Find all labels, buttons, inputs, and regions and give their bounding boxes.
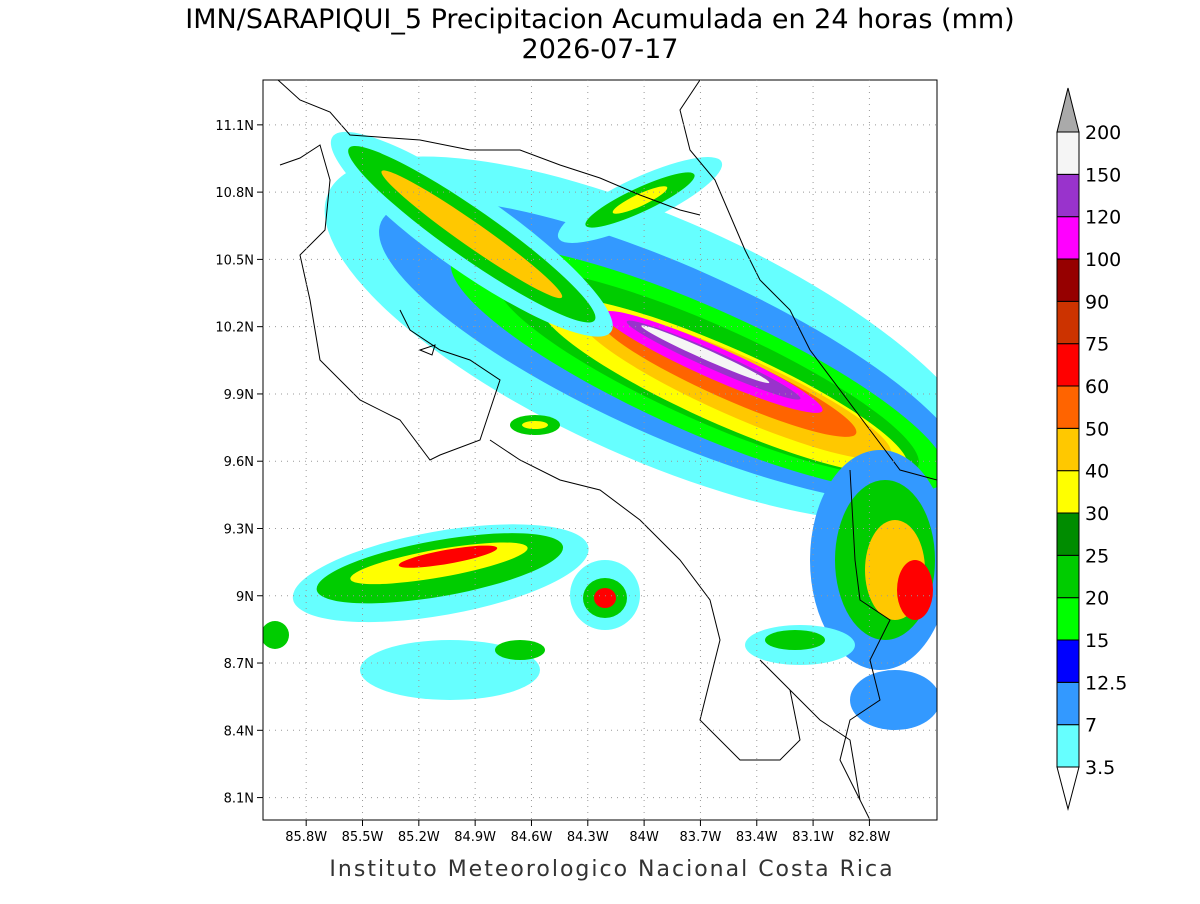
colorbar-label: 30: [1085, 503, 1109, 525]
coastlines: [277, 80, 937, 820]
y-tick-label: 10.5N: [215, 253, 254, 268]
colorbar-over: [1056, 87, 1080, 133]
x-tick-label: 84.6W: [511, 830, 553, 845]
colorbar-segment: [1056, 597, 1080, 641]
colorbar-label: 120: [1085, 207, 1121, 229]
y-tick-label: 8.4N: [224, 724, 254, 739]
colorbar-label: 90: [1085, 291, 1109, 313]
colorbar-label: 7: [1085, 715, 1097, 737]
colorbar-label: 20: [1085, 588, 1109, 610]
title: IMN/SARAPIQUI_5 Precipitacion Acumulada …: [185, 4, 1014, 35]
colorbar-label: 12.5: [1085, 672, 1127, 694]
x-tick-label: 83.7W: [680, 830, 722, 845]
colorbar-label: 60: [1085, 376, 1109, 398]
y-tick-label: 9.6N: [224, 455, 254, 470]
colorbar-segment: [1056, 724, 1080, 768]
x-tick-label: 84.9W: [454, 830, 496, 845]
colorbar-label: 50: [1085, 418, 1109, 440]
colorbar-label: 15: [1085, 630, 1109, 652]
x-tick-label: 85.5W: [342, 830, 384, 845]
colorbar-segment: [1056, 131, 1080, 175]
colorbar-label: 75: [1085, 334, 1109, 356]
colorbar-label: 25: [1085, 545, 1109, 567]
colorbar-segment: [1056, 554, 1080, 599]
y-tick-label: 9.3N: [224, 522, 254, 537]
x-tick-label: 83.1W: [792, 830, 834, 845]
colorbar-segment: [1056, 385, 1080, 429]
x-tick-label: 84W: [629, 830, 659, 845]
colorbar-segment: [1056, 343, 1080, 387]
x-tick-label: 85.8W: [285, 830, 327, 845]
y-tick-label: 8.7N: [224, 657, 254, 672]
x-tick-label: 83.4W: [736, 830, 778, 845]
footer: Instituto Meteorologico Nacional Costa R…: [329, 857, 894, 882]
colorbar-under: [1056, 766, 1080, 811]
precipitation-field: [263, 131, 937, 730]
x-tick-label: 85.2W: [398, 830, 440, 845]
colorbar-segment: [1056, 427, 1080, 472]
x-tick-label: 82.8W: [849, 830, 891, 845]
colorbar-segment: [1056, 681, 1080, 726]
colorbar-segment: [1056, 216, 1080, 260]
colorbar-segment: [1056, 512, 1080, 556]
y-tick-label: 10.2N: [215, 321, 254, 336]
colorbar-segment: [1056, 639, 1080, 683]
colorbar-label: 3.5: [1085, 757, 1115, 779]
map-frame: [262, 79, 938, 821]
colorbar-segment: [1056, 470, 1080, 514]
y-tick-label: 9N: [236, 590, 254, 605]
y-tick-label: 8.1N: [224, 792, 254, 807]
colorbar-label: 100: [1085, 249, 1121, 271]
y-tick-label: 9.9N: [224, 388, 254, 403]
colorbar-segment: [1056, 300, 1080, 345]
y-tick-label: 11.1N: [215, 119, 254, 134]
colorbar-label: 150: [1085, 164, 1121, 186]
colorbar-segment: [1056, 173, 1080, 218]
x-tick-label: 84.3W: [567, 830, 609, 845]
colorbar-label: 200: [1085, 122, 1121, 144]
subtitle: 2026-07-17: [522, 34, 679, 65]
y-tick-label: 10.8N: [215, 186, 254, 201]
colorbar-label: 40: [1085, 461, 1109, 483]
colorbar-segment: [1056, 258, 1080, 302]
